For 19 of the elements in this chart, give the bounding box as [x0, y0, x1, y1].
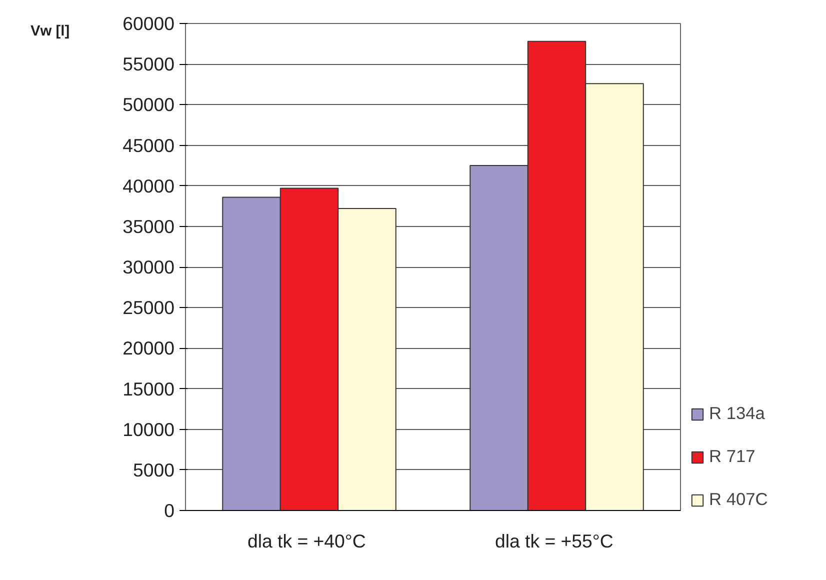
legend-label: R 717 — [709, 446, 756, 467]
legend-label: R 407C — [709, 489, 768, 510]
y-axis-title: Vw [l] — [30, 24, 70, 40]
y-tick-label: 15000 — [122, 378, 175, 400]
y-tick-label: 50000 — [122, 94, 175, 116]
y-tick-label: 25000 — [122, 297, 175, 318]
y-tick-label: 5000 — [132, 459, 175, 480]
y-tick-label: 45000 — [122, 134, 175, 156]
x-tick-label: dla tk = +55°C — [494, 530, 614, 552]
legend-label: R 134a — [709, 403, 765, 424]
y-tick-label: 0 — [164, 500, 175, 521]
y-tick-label: 30000 — [122, 256, 175, 278]
y-tick-label: 60000 — [122, 13, 175, 34]
y-tick-label: 10000 — [122, 418, 175, 440]
x-tick-label: dla tk = +40°C — [247, 530, 366, 552]
y-tick-label: 40000 — [122, 175, 175, 196]
y-tick-label: 35000 — [122, 216, 175, 237]
y-tick-label: 55000 — [122, 54, 175, 75]
y-tick-label: 20000 — [122, 338, 175, 359]
